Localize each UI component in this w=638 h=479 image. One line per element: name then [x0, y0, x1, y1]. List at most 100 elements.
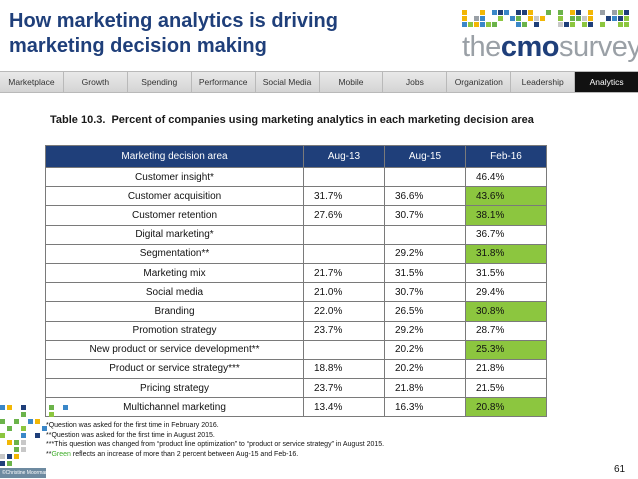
slide-title-line-1: How marketing analytics is driving — [9, 10, 338, 32]
footnote-2: **Question was asked for the first time … — [46, 431, 215, 439]
corner-mosaic-decoration — [0, 405, 68, 466]
cell-aug15: 36.6% — [384, 186, 466, 207]
nav-tab-growth[interactable]: Growth — [63, 72, 128, 92]
nav-tab-leadership[interactable]: Leadership — [511, 72, 576, 92]
mosaic-square — [522, 22, 527, 27]
mosaic-square — [522, 10, 527, 15]
footnote-3: ***This question was changed from “produ… — [46, 441, 385, 449]
corner-square — [14, 454, 19, 459]
corner-square — [28, 419, 33, 424]
mosaic-square — [570, 22, 575, 27]
cell-feb16: 31.8% — [465, 243, 547, 264]
cell-area: Promotion strategy — [45, 320, 304, 341]
mosaic-square — [558, 16, 563, 21]
cell-area: Digital marketing* — [45, 224, 304, 245]
mosaic-square — [468, 22, 473, 27]
table-row: Customer insight* 46.4% — [45, 166, 547, 188]
mosaic-square — [474, 16, 479, 21]
cell-aug13: 23.7% — [303, 320, 385, 341]
nav-tab-mobile[interactable]: Mobile — [319, 72, 384, 92]
corner-square — [14, 447, 19, 452]
mosaic-square — [600, 22, 605, 27]
mosaic-square — [480, 16, 485, 21]
header-feb16: Feb-16 — [465, 145, 547, 168]
table-caption: Table 10.3. Percent of companies using ma… — [50, 114, 534, 126]
header-aug15: Aug-15 — [384, 145, 466, 168]
mosaic-square — [516, 10, 521, 15]
corner-square — [49, 405, 54, 410]
mosaic-square — [498, 16, 503, 21]
cell-aug13 — [303, 339, 385, 360]
corner-square — [63, 405, 68, 410]
corner-square — [7, 461, 12, 466]
corner-square — [21, 426, 26, 431]
mosaic-square — [516, 22, 521, 27]
mosaic-square — [576, 10, 581, 15]
corner-square — [42, 426, 47, 431]
corner-square — [0, 419, 5, 424]
mosaic-square — [462, 16, 467, 21]
cell-aug13: 23.7% — [303, 378, 385, 399]
cell-aug15: 20.2% — [384, 339, 466, 360]
cell-feb16: 36.7% — [465, 224, 547, 245]
table-header-row: Marketing decision area Aug-13 Aug-15 Fe… — [45, 145, 547, 168]
cell-feb16: 25.3% — [465, 339, 547, 360]
section-nav-bar: Marketplace Growth Spending Performance Soci… — [0, 71, 638, 93]
table-row: Branding 22.0% 26.5% 30.8% — [45, 301, 547, 322]
footnote-4-prefix: ** — [46, 450, 52, 458]
table-row: New product or service development** 20.2… — [45, 339, 547, 360]
cell-area: Branding — [45, 301, 304, 322]
mosaic-square — [510, 16, 515, 21]
cell-area: Customer retention — [45, 205, 304, 226]
cell-area: New product or service development** — [45, 339, 304, 360]
cell-area: Customer acquisition — [45, 186, 304, 207]
footnote-4-rest: reflects an increase of more than 2 perc… — [70, 450, 299, 458]
mosaic-square — [564, 22, 569, 27]
cell-feb16: 46.4% — [465, 166, 547, 188]
corner-square — [21, 433, 26, 438]
mosaic-square — [516, 16, 521, 21]
nav-tab-social-media[interactable]: Social Media — [255, 72, 320, 92]
cell-area: Segmentation** — [45, 243, 304, 264]
table-row: Pricing strategy 23.7% 21.8% 21.5% — [45, 378, 547, 399]
corner-square — [0, 461, 5, 466]
cell-feb16: 30.8% — [465, 301, 547, 322]
nav-tab-marketplace[interactable]: Marketplace — [0, 72, 64, 92]
mosaic-square — [624, 22, 629, 27]
nav-tab-performance[interactable]: Performance — [191, 72, 256, 92]
corner-square — [35, 419, 40, 424]
cell-aug13: 21.7% — [303, 262, 385, 284]
nav-tab-spending[interactable]: Spending — [127, 72, 192, 92]
corner-square — [7, 454, 12, 459]
mosaic-square — [498, 10, 503, 15]
cell-feb16: 21.5% — [465, 378, 547, 399]
mosaic-square — [582, 16, 587, 21]
corner-square — [0, 433, 5, 438]
nav-tab-jobs[interactable]: Jobs — [383, 72, 448, 92]
cell-aug15 — [384, 166, 466, 188]
table-row: Segmentation** 29.2% 31.8% — [45, 243, 547, 264]
mosaic-square — [570, 10, 575, 15]
mosaic-square — [462, 10, 467, 15]
nav-tab-analytics[interactable]: Analytics — [575, 72, 638, 92]
cell-feb16: 28.7% — [465, 320, 547, 341]
header-area: Marketing decision area — [45, 145, 304, 168]
mosaic-square — [618, 10, 623, 15]
cell-aug13: 21.0% — [303, 282, 385, 303]
mosaic-square — [480, 10, 485, 15]
cell-area: Social media — [45, 282, 304, 303]
corner-square — [14, 419, 19, 424]
logo-cmo: cmo — [500, 31, 560, 63]
mosaic-square — [588, 22, 593, 27]
nav-tab-organization[interactable]: Organization — [447, 72, 512, 92]
mosaic-square — [528, 10, 533, 15]
mosaic-square — [582, 22, 587, 27]
cell-aug13 — [303, 166, 385, 188]
mosaic-square — [588, 16, 593, 21]
mosaic-square — [492, 10, 497, 15]
mosaic-square — [546, 10, 551, 15]
mosaic-square — [618, 22, 623, 27]
mosaic-square — [492, 22, 497, 27]
mosaic-square — [624, 10, 629, 15]
